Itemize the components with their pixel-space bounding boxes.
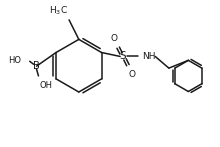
Text: HO: HO (8, 56, 21, 65)
Text: B: B (33, 61, 40, 71)
Text: H$_3$C: H$_3$C (49, 4, 68, 17)
Text: O: O (111, 34, 118, 43)
Text: NH: NH (143, 52, 156, 61)
Text: O: O (128, 70, 135, 79)
Text: S: S (120, 51, 126, 61)
Text: OH: OH (39, 81, 52, 90)
